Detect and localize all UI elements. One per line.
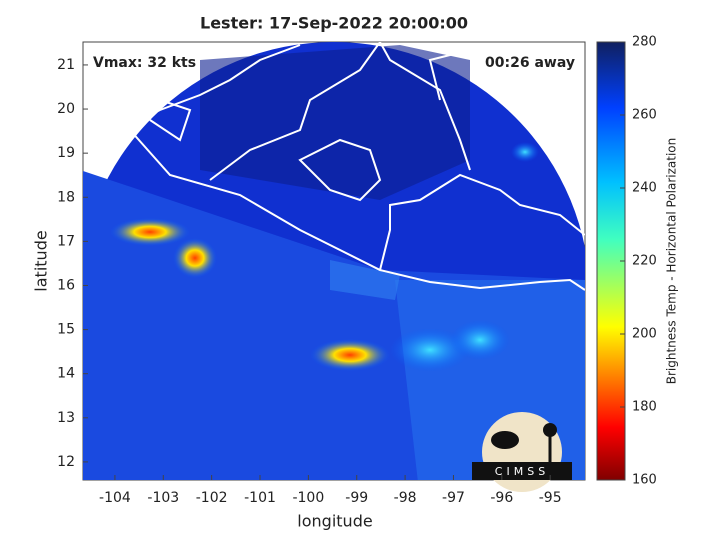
x-axis-label: longitude xyxy=(297,512,372,531)
x-tick-label: -101 xyxy=(244,490,276,506)
time-label: 00:26 away xyxy=(485,55,575,71)
logo-text: CIMSS xyxy=(495,465,549,478)
colorbar-tick-label: 160 xyxy=(632,473,657,488)
y-tick-label: 17 xyxy=(57,233,75,249)
colorbar-tick-label: 240 xyxy=(632,181,657,196)
y-axis-label: latitude xyxy=(32,230,51,291)
x-tick-label: -98 xyxy=(394,490,417,506)
x-tick-label: -99 xyxy=(345,490,368,506)
y-tick-label: 21 xyxy=(57,57,75,73)
vmax-label: Vmax: 32 kts xyxy=(93,55,196,71)
y-tick-label: 15 xyxy=(57,322,75,338)
y-tick-label: 16 xyxy=(57,277,75,293)
cimss-logo: CIMSS xyxy=(472,412,572,492)
image-swath xyxy=(83,42,585,480)
colorbar-tick-label: 220 xyxy=(632,254,657,269)
x-tick-label: -96 xyxy=(490,490,513,506)
y-tick-label: 20 xyxy=(57,101,75,117)
x-tick-label: -95 xyxy=(539,490,562,506)
x-tick-label: -100 xyxy=(292,490,324,506)
y-tick-label: 14 xyxy=(57,366,75,382)
colorbar-tick-label: 200 xyxy=(632,327,657,342)
title: Lester: 17-Sep-2022 20:00:00 xyxy=(200,14,468,33)
x-tick-label: -104 xyxy=(99,490,131,506)
colorbar-tick-label: 260 xyxy=(632,108,657,123)
colorbar-label: Brightness Temp - Horizontal Polarizatio… xyxy=(665,138,679,385)
x-tick-label: -102 xyxy=(196,490,228,506)
colorbar-tick-label: 280 xyxy=(632,35,657,50)
y-tick-label: 13 xyxy=(57,410,75,426)
y-tick-label: 12 xyxy=(57,454,75,470)
x-tick-label: -97 xyxy=(442,490,465,506)
y-tick-label: 19 xyxy=(57,145,75,161)
x-tick-label: -103 xyxy=(147,490,179,506)
colorbar-tick-label: 180 xyxy=(632,400,657,415)
y-tick-label: 18 xyxy=(57,189,75,205)
